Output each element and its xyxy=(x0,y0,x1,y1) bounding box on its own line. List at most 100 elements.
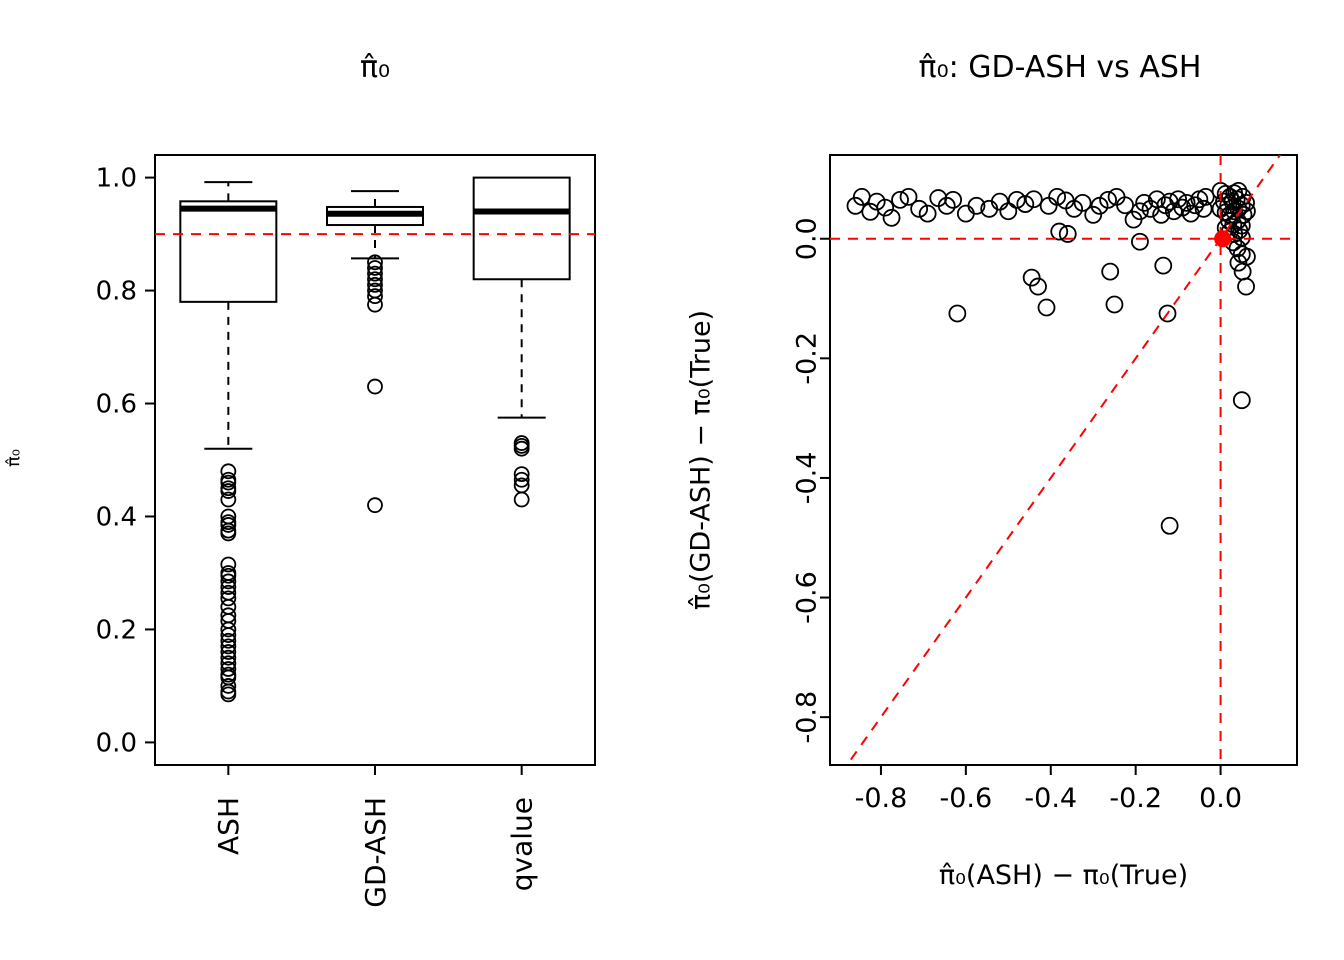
scatter-point xyxy=(1225,202,1244,221)
scatter-point xyxy=(876,198,895,217)
scatter-point xyxy=(1152,205,1171,224)
outlier-point xyxy=(367,254,383,271)
boxplot-y-tick-label: 1.0 xyxy=(96,164,137,194)
scatter-title: π̂₀: GD-ASH vs ASH xyxy=(918,50,1202,85)
scatter-point xyxy=(1037,298,1056,317)
scatter-point xyxy=(956,204,975,223)
outlier-point xyxy=(367,265,383,282)
outlier-point xyxy=(367,296,383,313)
scatter-point xyxy=(1158,304,1177,323)
scatter-point xyxy=(1237,277,1255,296)
outlier-point xyxy=(367,260,383,276)
scatter-point xyxy=(1131,202,1149,221)
scatter-point xyxy=(882,208,901,227)
scatter-point xyxy=(1164,202,1183,221)
scatter-point xyxy=(1048,187,1067,206)
scatter-x-tick-label: 0.0 xyxy=(1199,783,1242,814)
outlier-point xyxy=(220,638,237,655)
scatter-x-axis-label: π̂₀(ASH) − π₀(True) xyxy=(938,860,1189,891)
scatter-y-tick-label: 0.0 xyxy=(791,217,822,260)
scatter-point xyxy=(1194,199,1213,218)
scatter-point xyxy=(1073,193,1092,212)
scatter-frame xyxy=(829,154,1298,766)
scatter-point xyxy=(1116,196,1134,215)
scatter-point xyxy=(899,187,918,206)
boxplot-y-tick-label: 0.8 xyxy=(96,277,137,307)
outlier-point xyxy=(220,649,237,666)
outlier-point xyxy=(220,644,237,660)
boxplot-y-tick-label: 0.0 xyxy=(96,729,137,759)
scatter-point xyxy=(999,202,1018,221)
scatter-point xyxy=(1084,205,1103,224)
outlier-point xyxy=(220,491,237,508)
scatter-point xyxy=(1181,204,1200,223)
outlier-point xyxy=(513,466,530,483)
scatter-point xyxy=(1135,193,1154,212)
outlier-point xyxy=(367,288,383,305)
scatter-y-tick-label: -0.4 xyxy=(791,452,822,505)
scatter-point xyxy=(1233,262,1252,281)
scatter-point xyxy=(1169,190,1188,209)
scatter-point xyxy=(910,199,929,218)
highlight-point xyxy=(1214,230,1232,248)
box-ash xyxy=(179,200,278,303)
scatter-point xyxy=(1101,262,1120,281)
scatter-y-tick-label: -0.8 xyxy=(791,691,822,744)
boxplot-y-tick-label: 0.4 xyxy=(96,503,137,533)
boxplot-y-tick-label: 0.6 xyxy=(96,390,137,420)
outlier-point xyxy=(513,471,530,488)
scatter-x-tick-label: -0.4 xyxy=(1024,783,1077,814)
outlier-point xyxy=(513,491,530,508)
scatter-point xyxy=(1227,190,1246,209)
scatter-point xyxy=(1007,190,1026,209)
outlier-point xyxy=(220,598,237,615)
boxplot-y-tick-label: 0.2 xyxy=(96,616,137,646)
outlier-point xyxy=(220,573,237,590)
outlier-point xyxy=(220,474,237,491)
scatter-point xyxy=(967,196,986,215)
outlier-point xyxy=(220,517,237,533)
outlier-point xyxy=(220,556,237,573)
outlier-point xyxy=(220,686,237,703)
scatter-point xyxy=(1232,391,1251,410)
scatter-point xyxy=(1154,256,1173,275)
scatter-x-tick-label: -0.8 xyxy=(855,783,908,814)
scatter-point xyxy=(1177,193,1196,212)
outlier-point xyxy=(220,590,237,607)
scatter-point xyxy=(1029,277,1047,296)
outlier-point xyxy=(513,440,530,457)
outlier-point xyxy=(367,277,383,293)
scatter-point xyxy=(944,190,963,209)
outlier-point xyxy=(220,463,237,480)
scatter-x-tick-label: -0.6 xyxy=(940,783,993,814)
scatter-point xyxy=(1058,225,1077,243)
outlier-point xyxy=(367,271,383,288)
outlier-point xyxy=(220,632,237,649)
scatter-point xyxy=(937,196,956,215)
scatter-y-tick-label: -0.2 xyxy=(791,332,822,385)
scatter-point xyxy=(1016,195,1035,213)
scatter-point xyxy=(1160,516,1179,535)
outlier-point xyxy=(367,497,383,514)
category-label: qvalue xyxy=(505,797,538,891)
scatter-point xyxy=(1050,222,1069,241)
box-qvalue xyxy=(472,176,571,281)
scatter-identity-line xyxy=(845,155,1282,765)
outlier-point xyxy=(220,567,237,584)
scatter-point xyxy=(1238,247,1256,266)
boxplot-title: π̂₀ xyxy=(359,50,391,85)
category-label: ASH xyxy=(212,797,245,855)
scatter-point xyxy=(891,190,909,209)
outlier-point xyxy=(220,525,237,542)
outlier-point xyxy=(367,378,383,395)
outlier-point xyxy=(220,661,237,677)
scatter-point xyxy=(1105,295,1124,314)
outlier-point xyxy=(220,579,237,595)
scatter-point xyxy=(918,204,937,223)
outlier-point xyxy=(220,483,237,499)
scatter-x-tick-label: -0.2 xyxy=(1109,783,1162,814)
outlier-point xyxy=(220,621,237,638)
category-label: GD-ASH xyxy=(359,797,392,908)
